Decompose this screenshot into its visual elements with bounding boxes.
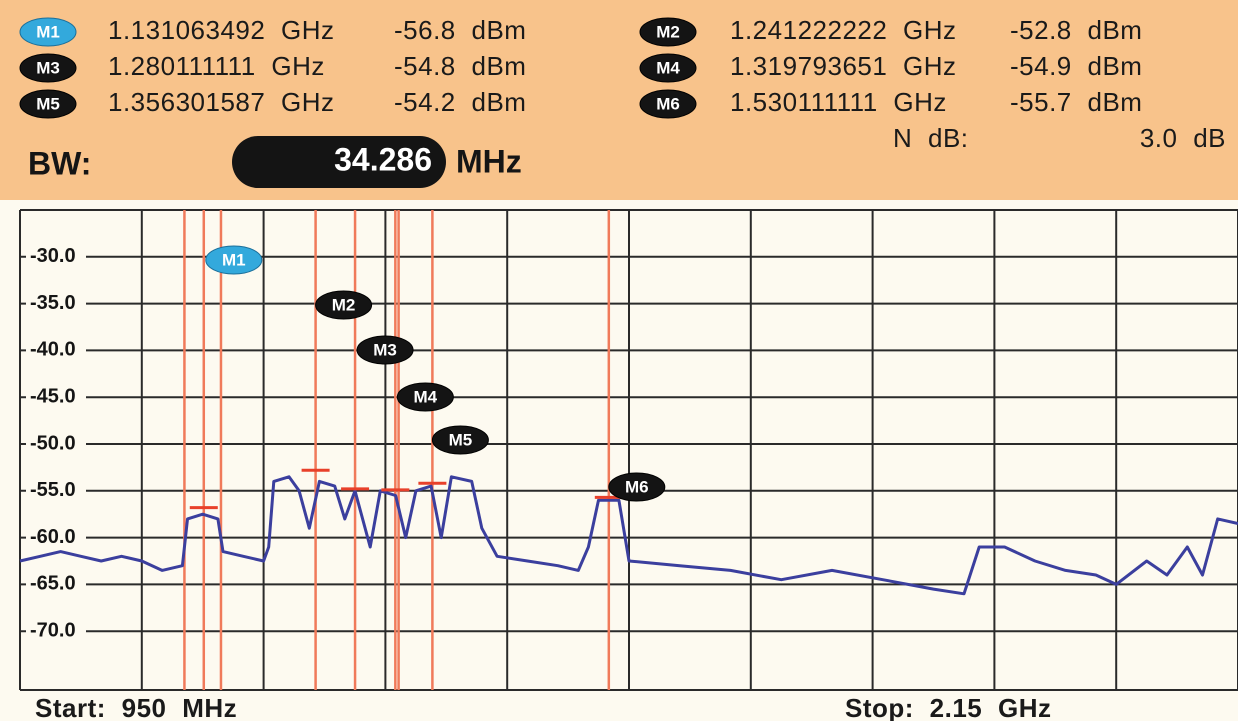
y-tick-bg bbox=[26, 385, 86, 410]
marker-frequency: 1.241222222 GHz bbox=[730, 15, 957, 45]
marker-frequency: 1.280111111 GHz bbox=[108, 51, 325, 81]
marker-badge-text: M1 bbox=[222, 250, 246, 269]
marker-frequency: 1.530111111 GHz bbox=[730, 87, 947, 117]
marker-badge bbox=[639, 53, 697, 83]
y-tick-label: -30.0 bbox=[30, 245, 76, 267]
marker-badge bbox=[356, 335, 414, 365]
y-tick-bg bbox=[26, 432, 86, 456]
y-tick-bg bbox=[26, 338, 86, 363]
y-tick-bg bbox=[26, 525, 86, 550]
marker-amplitude: -54.9 dBm bbox=[1010, 51, 1142, 81]
marker-amplitude: -54.2 dBm bbox=[394, 87, 526, 117]
marker-frequency: 1.356301587 GHz bbox=[108, 87, 335, 117]
marker-badge bbox=[639, 89, 697, 119]
y-tick-label: -65.0 bbox=[30, 573, 76, 595]
marker-badge bbox=[431, 425, 489, 455]
marker-badge-text: M6 bbox=[656, 94, 680, 113]
bw-label: BW: bbox=[28, 145, 91, 181]
marker-badge-text: M2 bbox=[332, 295, 356, 314]
marker-badge-text: M6 bbox=[625, 477, 649, 496]
marker-badge-text: M3 bbox=[373, 340, 397, 359]
marker-badge-text: M5 bbox=[36, 94, 60, 113]
marker-badge bbox=[315, 290, 373, 320]
y-tick-label: -35.0 bbox=[30, 292, 76, 314]
marker-badge-text: M4 bbox=[414, 387, 438, 406]
stop-label: Stop: 2.15 GHz bbox=[845, 693, 1051, 721]
marker-badge-text: M3 bbox=[36, 58, 60, 77]
marker-amplitude: -52.8 dBm bbox=[1010, 15, 1142, 45]
bw-value: 34.286 bbox=[334, 141, 432, 177]
marker-badge bbox=[19, 53, 77, 83]
marker-badge bbox=[608, 472, 666, 502]
marker-badge-text: M4 bbox=[656, 58, 680, 77]
marker-badge bbox=[19, 17, 77, 47]
marker-badge-text: M5 bbox=[449, 430, 473, 449]
y-tick-bg bbox=[26, 478, 86, 503]
y-tick-label: -70.0 bbox=[30, 619, 76, 641]
marker-badge bbox=[639, 17, 697, 47]
plot-bg bbox=[0, 200, 1238, 721]
marker-amplitude: -56.8 dBm bbox=[394, 15, 526, 45]
header-bg bbox=[0, 0, 1238, 200]
marker-badge-text: M1 bbox=[36, 22, 60, 41]
ndb-label: N dB: bbox=[893, 123, 969, 153]
y-tick-label: -40.0 bbox=[30, 339, 76, 361]
marker-frequency: 1.319793651 GHz bbox=[730, 51, 957, 81]
marker-badge bbox=[19, 89, 77, 119]
bw-pill bbox=[232, 136, 446, 188]
ndb-value: 3.0 dB bbox=[1140, 123, 1226, 153]
y-tick-bg bbox=[26, 572, 86, 597]
marker-frequency: 1.131063492 GHz bbox=[108, 15, 335, 45]
bw-unit: MHz bbox=[456, 143, 522, 179]
y-tick-label: -50.0 bbox=[30, 432, 76, 454]
y-tick-label: -45.0 bbox=[30, 385, 76, 407]
marker-amplitude: -54.8 dBm bbox=[394, 51, 526, 81]
y-tick-label: -60.0 bbox=[30, 526, 76, 548]
marker-badge-text: M2 bbox=[656, 22, 680, 41]
y-tick-bg bbox=[26, 244, 86, 269]
y-tick-label: -55.0 bbox=[30, 479, 76, 501]
trace bbox=[19, 475, 1238, 596]
marker-amplitude: -55.7 dBm bbox=[1010, 87, 1142, 117]
y-tick-bg bbox=[26, 619, 86, 644]
marker-badge bbox=[396, 382, 454, 412]
y-tick-bg bbox=[26, 291, 86, 316]
start-label: Start: 950 MHz bbox=[35, 693, 237, 721]
marker-badge bbox=[205, 245, 263, 275]
